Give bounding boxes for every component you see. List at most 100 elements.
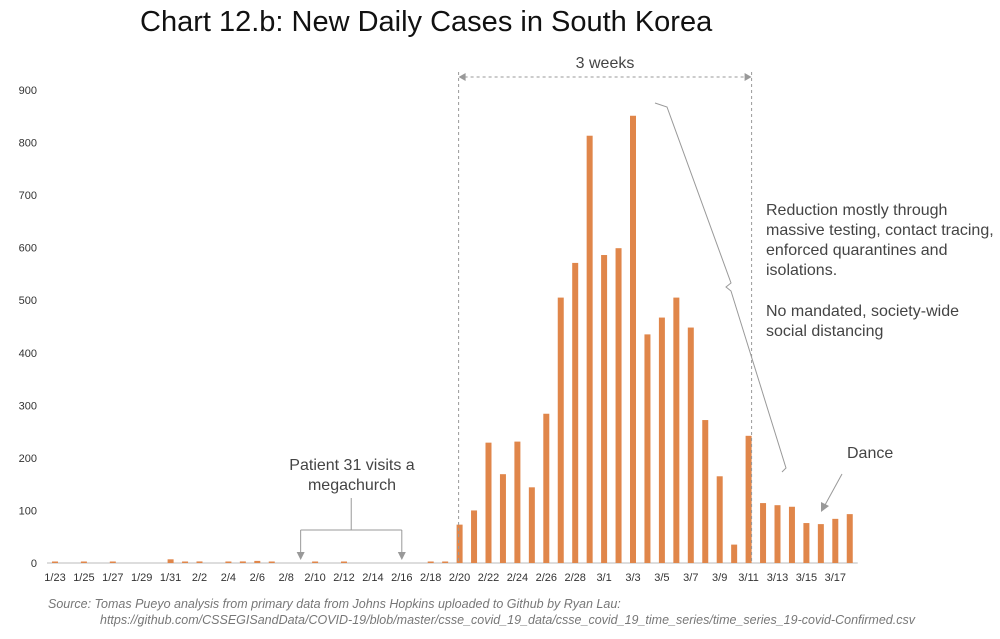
bars	[52, 115, 853, 564]
x-axis: 1/23 1/25 1/27 1/29 1/31 2/2 2/4 2/6 2/8 2/10 2/12…	[44, 562, 858, 584]
x-tick-label: 3/1	[596, 572, 611, 584]
source-note: Source: Tomas Pueyo analysis from primar…	[48, 597, 621, 611]
y-tick-label: 0	[31, 558, 37, 570]
x-tick-label: 2/4	[221, 572, 236, 584]
bar-2/26	[543, 413, 550, 563]
bar-3/16	[817, 524, 824, 563]
bar-3/9	[716, 476, 723, 563]
y-tick-label: 300	[19, 400, 37, 412]
bar-2/22	[485, 442, 492, 563]
y-tick-label: 700	[19, 190, 37, 202]
x-tick-label: 1/23	[44, 572, 65, 584]
bar-3/14	[788, 506, 795, 563]
x-tick-label: 2/22	[478, 572, 499, 584]
three-weeks-annotation: 3 weeks	[575, 55, 635, 72]
dance-arrow-line	[824, 473, 843, 506]
x-tick-label: 2/6	[250, 572, 265, 584]
y-tick-label: 100	[19, 505, 37, 517]
y-tick-label: 400	[19, 348, 37, 360]
x-tick-label: 1/31	[160, 572, 181, 584]
bar-3/5	[658, 317, 665, 563]
bar-2/27	[557, 297, 564, 563]
bar-3/7	[687, 327, 694, 563]
bar-1/23	[52, 561, 58, 563]
patient-31-annotation: Patient 31 visits a megachurch	[289, 457, 415, 494]
bar-2/4	[225, 561, 232, 563]
x-tick-label: 3/15	[796, 572, 817, 584]
x-tick-label: 2/12	[333, 572, 354, 584]
bar-3/10	[731, 544, 738, 563]
patient-arrow-right	[397, 552, 406, 560]
bar-2/20	[456, 524, 463, 563]
x-tick-label: 2/26	[536, 572, 557, 584]
bar-3/6	[673, 297, 680, 563]
x-tick-label: 3/11	[738, 572, 759, 584]
bar-2/29	[586, 135, 593, 563]
bar-2/21	[471, 510, 478, 563]
bar-3/12	[760, 503, 767, 563]
bar-1/27	[109, 561, 116, 563]
x-tick-label: 2/24	[507, 572, 528, 584]
y-tick-label: 500	[19, 295, 37, 307]
x-tick-label: 1/27	[102, 572, 123, 584]
x-tick-label: 3/9	[712, 572, 727, 584]
bar-2/23	[499, 474, 506, 563]
dance-arrow-head	[821, 502, 829, 512]
no-distancing-annotation: No mandated, society-wide social distanc…	[766, 303, 959, 340]
x-tick-label: 3/7	[683, 572, 698, 584]
bar-1/25	[80, 561, 87, 563]
x-tick-label: 3/13	[767, 572, 788, 584]
x-tick-label: 2/14	[362, 572, 383, 584]
bar-1/31	[167, 559, 174, 563]
arrow-right-head	[744, 73, 752, 81]
bar-2/2	[196, 561, 203, 563]
bar-3/4	[644, 334, 651, 563]
bar-3/15	[803, 523, 810, 563]
x-tick-label: 2/18	[420, 572, 441, 584]
bar-3/17	[832, 518, 839, 563]
x-tick-label: 2/2	[192, 572, 207, 584]
bar-3/1	[601, 255, 608, 563]
bar-3/8	[702, 420, 709, 563]
patient-arrow-left	[296, 552, 305, 560]
bar-2/7	[268, 561, 275, 563]
x-tick-label: 3/5	[654, 572, 669, 584]
annotation-lines	[296, 72, 843, 563]
bar-2/12	[341, 561, 347, 563]
x-tick-label: 2/20	[449, 572, 470, 584]
bar-2/24	[514, 441, 521, 563]
y-tick-label: 900	[19, 85, 37, 97]
bar-3/13	[774, 505, 781, 563]
bar-2/5	[239, 561, 246, 563]
y-tick-label: 200	[19, 453, 37, 465]
source-url: https://github.com/CSSEGISandData/COVID-…	[100, 613, 915, 627]
bar-2/1	[182, 561, 189, 563]
bar-2/19	[442, 561, 449, 563]
x-tick-label: 2/28	[564, 572, 585, 584]
y-tick-label: 600	[19, 243, 37, 255]
x-tick-label: 2/16	[391, 572, 412, 584]
bar-3/2	[615, 248, 622, 564]
reduction-annotation: Reduction mostly through massive testing…	[766, 202, 994, 279]
x-tick-label: 3/3	[625, 572, 640, 584]
bar-3/18	[846, 514, 853, 563]
bar-2/25	[528, 487, 535, 563]
x-tick-label: 2/8	[279, 572, 294, 584]
x-tick-label: 3/17	[825, 572, 846, 584]
x-tick-label: 1/29	[131, 572, 152, 584]
dance-annotation: Dance	[847, 445, 894, 462]
bar-3/3	[630, 115, 636, 563]
y-axis: 0 100 200 300 400 500 600 700 800 900	[19, 85, 37, 570]
bar-2/6	[254, 560, 261, 563]
chart-title: Chart 12.b: New Daily Cases in South Kor…	[140, 6, 713, 38]
y-tick-label: 800	[19, 138, 37, 150]
x-tick-label: 2/10	[304, 572, 325, 584]
bar-2/10	[312, 561, 319, 563]
x-tick-label: 1/25	[73, 572, 94, 584]
reduction-bracket	[654, 102, 787, 473]
bar-2/28	[572, 262, 579, 563]
bar-2/18	[427, 561, 434, 563]
bar-3/11	[745, 435, 752, 563]
arrow-left-head	[458, 73, 466, 81]
